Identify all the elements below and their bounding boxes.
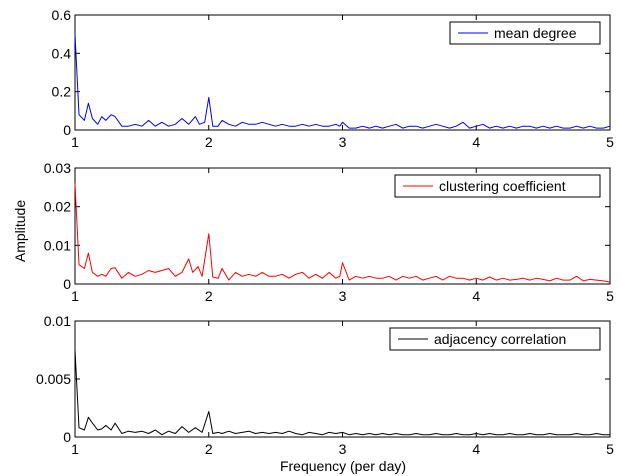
x-tick-label: 3: [339, 288, 347, 304]
legend: adjacency correlation: [389, 327, 601, 351]
x-tick-label: 2: [205, 288, 213, 304]
y-tick-label: 0.4: [52, 45, 72, 61]
legend-label: clustering coefficient: [439, 178, 566, 194]
y-tick-label: 0.6: [52, 7, 72, 23]
y-tick-label: 0: [63, 276, 71, 292]
y-tick-label: 0.02: [44, 199, 71, 215]
x-tick-label: 4: [472, 134, 480, 150]
x-tick-label: 1: [71, 134, 79, 150]
subplot-2: 1 2 3 4 5 0 0.01 0.02 0.03 clustering coefficient: [44, 160, 614, 304]
legend-box: [389, 327, 601, 351]
legend: clustering coefficient: [394, 174, 601, 198]
x-tick-label: 1: [71, 441, 79, 457]
legend: mean degree: [449, 21, 601, 45]
legend-label: mean degree: [494, 25, 577, 41]
x-tick-label: 2: [205, 134, 213, 150]
legend-label: adjacency correlation: [434, 331, 566, 347]
x-tick-label: 3: [339, 134, 347, 150]
x-axis-label: Frequency (per day): [280, 458, 406, 474]
y-tick-label: 0.005: [36, 371, 71, 387]
y-tick-label: 0: [63, 122, 71, 138]
series-line: [74, 349, 610, 436]
x-tick-label: 4: [472, 441, 480, 457]
x-tick-label: 1: [71, 288, 79, 304]
y-tick-label: 0.01: [44, 237, 71, 253]
y-axis-label: Amplitude: [12, 200, 28, 262]
x-tick-label: 5: [606, 441, 614, 457]
series-line: [74, 183, 611, 283]
x-tick-label: 4: [472, 288, 480, 304]
y-tick-label: 0: [63, 429, 71, 445]
x-tick-label: 5: [606, 134, 614, 150]
y-tick-label: 0.03: [44, 160, 71, 176]
series-line: [74, 34, 611, 129]
subplot-3: 1 2 3 4 5 0 0.005 0.01 adjacency correlation: [36, 313, 614, 457]
x-tick-label: 2: [205, 441, 213, 457]
x-tick-label: 3: [339, 441, 347, 457]
subplot-1: 1 2 3 4 5 0 0.2 0.4 0.6 mean degree: [52, 7, 615, 150]
legend-box: [394, 174, 601, 198]
y-tick-label: 0.01: [44, 313, 71, 329]
legend-box: [449, 21, 601, 45]
y-tick-label: 0.2: [52, 84, 72, 100]
x-tick-label: 5: [606, 288, 614, 304]
